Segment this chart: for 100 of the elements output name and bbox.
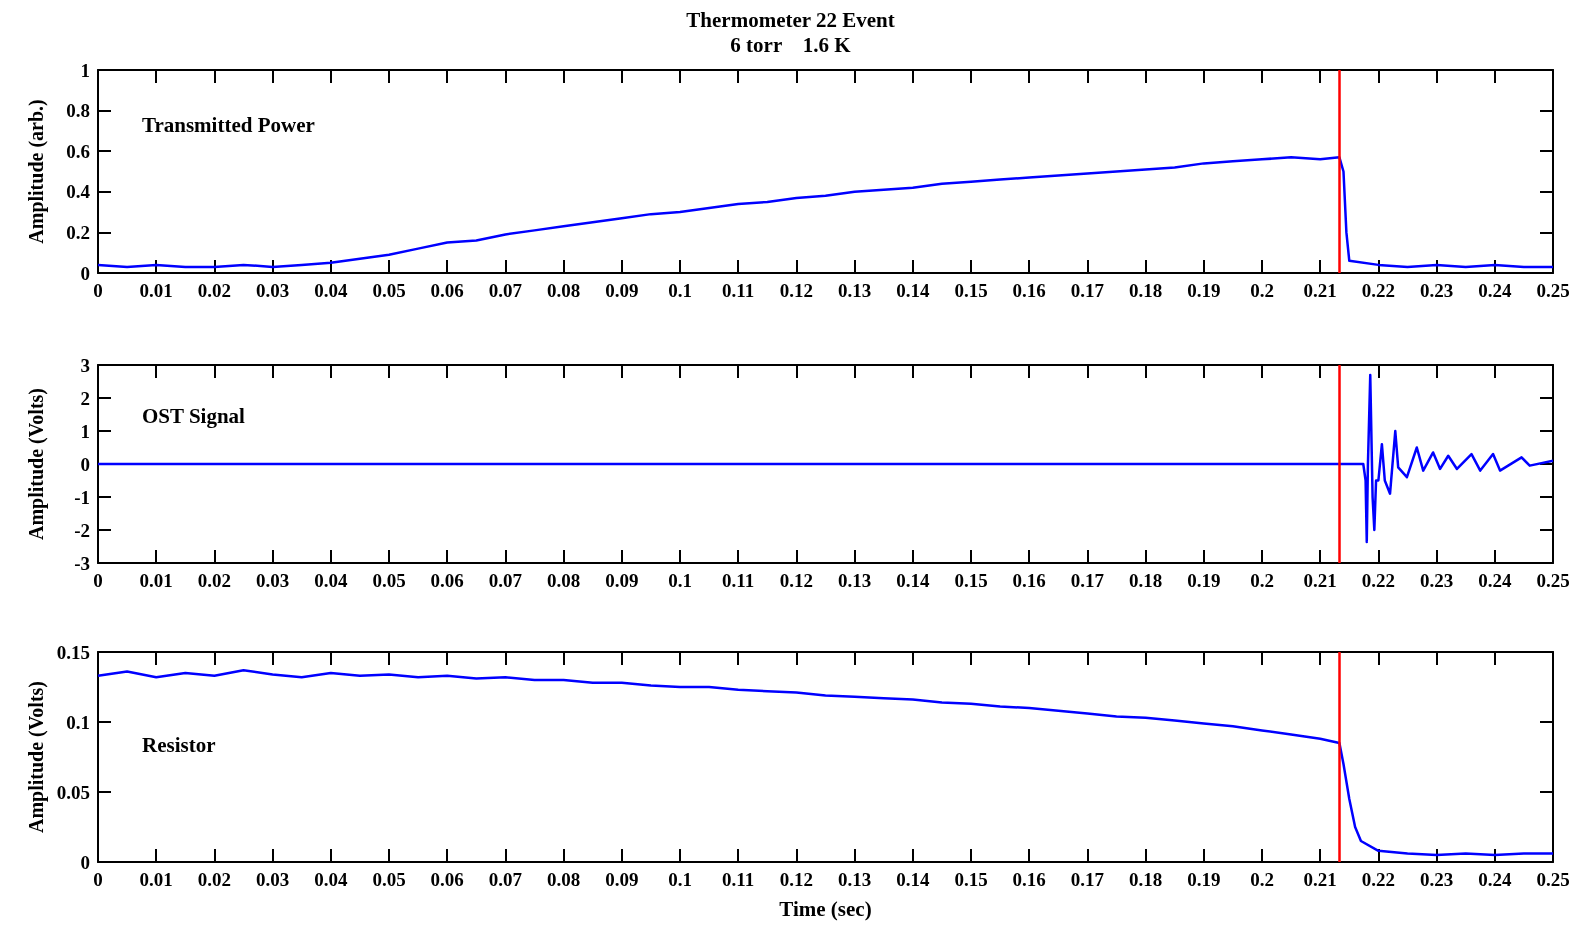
x-tick-label: 0.07 xyxy=(488,280,523,301)
x-tick-label: 0.01 xyxy=(139,280,173,301)
x-tick-label: 0.14 xyxy=(896,280,930,301)
line-series xyxy=(96,668,1555,857)
x-tick-label: 0.17 xyxy=(1070,570,1105,591)
x-tick-label: 0 xyxy=(93,280,103,301)
y-tick-label: 0.6 xyxy=(66,140,90,162)
y-tick-label: 1 xyxy=(80,420,90,442)
y-tick-label: 0 xyxy=(80,453,90,475)
x-tick-label: 0.12 xyxy=(779,570,814,591)
x-tick-label: 0.21 xyxy=(1303,570,1337,591)
x-tick-label: 0.22 xyxy=(1361,280,1396,301)
x-tick-label: 0.05 xyxy=(372,280,406,301)
x-tick-label: 0.05 xyxy=(372,869,406,890)
x-tick-label: 0.15 xyxy=(954,280,988,301)
x-tick-label: 0.02 xyxy=(197,280,232,301)
x-tick-label: 0.2 xyxy=(1250,280,1274,301)
x-tick-label: 0.07 xyxy=(488,869,523,890)
x-tick-label: 0.06 xyxy=(430,280,464,301)
x-tick-label: 0.12 xyxy=(779,869,814,890)
x-tick-label: 0 xyxy=(93,570,103,591)
y-tick-label: 0 xyxy=(80,851,90,873)
y-tick-label: 0.05 xyxy=(56,781,90,803)
y-tick-label: 0.2 xyxy=(66,221,90,243)
x-tick-label: 0.11 xyxy=(722,869,755,890)
x-tick-label: 0.04 xyxy=(314,869,348,890)
y-axis-title: Amplitude (Volts) xyxy=(25,387,48,541)
x-tick-label: 0.16 xyxy=(1012,570,1046,591)
x-axis-title: Time (sec) xyxy=(779,896,872,921)
x-tick-label: 0.23 xyxy=(1419,869,1454,890)
annotation: Resistor xyxy=(142,733,216,757)
x-tick-label: 0.1 xyxy=(668,280,692,301)
y-tick-label: 0.15 xyxy=(56,641,90,663)
x-tick-label: 0.23 xyxy=(1419,280,1454,301)
x-tick-label: 0.12 xyxy=(779,280,814,301)
x-tick-label: 0.21 xyxy=(1303,869,1337,890)
x-tick-label: 0.17 xyxy=(1070,280,1105,301)
x-tick-label: 0.17 xyxy=(1070,869,1105,890)
x-tick-label: 0.06 xyxy=(430,570,464,591)
x-tick-label: 0.08 xyxy=(546,280,581,301)
y-axis-title: Amplitude (Volts) xyxy=(24,680,48,834)
x-tick-label: 0.2 xyxy=(1250,570,1274,591)
x-tick-label: 0.24 xyxy=(1478,869,1512,890)
x-tick-label: 0.23 xyxy=(1419,570,1454,591)
x-tick-label: 0.24 xyxy=(1478,280,1512,301)
x-tick-label: 0.16 xyxy=(1012,280,1046,301)
x-tick-label: 0.04 xyxy=(314,280,348,301)
x-tick-label: 0.18 xyxy=(1128,280,1163,301)
x-tick-label: 0.15 xyxy=(954,869,988,890)
x-tick-label: 0.19 xyxy=(1187,570,1221,591)
x-tick-label: 0.14 xyxy=(896,570,930,591)
x-tick-label: 0.22 xyxy=(1361,570,1396,591)
x-tick-label: 0.22 xyxy=(1361,869,1396,890)
y-tick-label: -3 xyxy=(74,552,90,574)
x-tick-label: 0.08 xyxy=(546,869,581,890)
y-tick-label: 0.4 xyxy=(66,181,91,203)
x-tick-label: 0.04 xyxy=(314,570,348,591)
x-tick-label: 0.06 xyxy=(430,869,464,890)
x-tick-label: 0.13 xyxy=(837,869,872,890)
x-tick-label: 0.15 xyxy=(954,570,988,591)
y-tick-label: 3 xyxy=(80,354,90,376)
x-tick-label: 0.13 xyxy=(837,570,872,591)
y-tick-label: 1 xyxy=(80,59,90,81)
x-tick-label: 0.03 xyxy=(255,570,290,591)
x-tick-label: 0.1 xyxy=(668,570,692,591)
x-tick-label: 0.18 xyxy=(1128,570,1163,591)
x-tick-label: 0.25 xyxy=(1536,869,1570,890)
y-tick-label: 0 xyxy=(80,262,90,284)
x-tick-label: 0.16 xyxy=(1012,869,1046,890)
x-tick-label: 0.19 xyxy=(1187,869,1221,890)
x-tick-label: 0.02 xyxy=(197,869,232,890)
annotation: Transmitted Power xyxy=(142,113,315,138)
y-tick-label: 2 xyxy=(80,387,90,409)
x-tick-label: 0.11 xyxy=(722,280,755,301)
x-tick-label: 0.18 xyxy=(1128,869,1163,890)
x-tick-label: 0.21 xyxy=(1303,280,1337,301)
x-tick-label: 0 xyxy=(93,869,103,890)
chart-title: Thermometer 22 Event xyxy=(686,7,895,32)
y-tick-label: -2 xyxy=(74,519,90,541)
x-tick-label: 0.03 xyxy=(255,869,290,890)
x-tick-label: 0.25 xyxy=(1536,570,1570,591)
x-tick-label: 0.24 xyxy=(1478,570,1512,591)
chart-subtitle: 6 torr 1.6 K xyxy=(730,32,852,57)
x-tick-label: 0.14 xyxy=(896,869,930,890)
y-tick-label: -1 xyxy=(74,486,90,508)
y-tick-label: 0.1 xyxy=(66,711,90,733)
x-tick-label: 0.09 xyxy=(605,869,639,890)
x-tick-label: 0.03 xyxy=(255,280,290,301)
x-tick-label: 0.05 xyxy=(372,570,406,591)
line-series xyxy=(96,373,1555,544)
x-tick-label: 0.13 xyxy=(837,280,872,301)
y-tick-label: 0.8 xyxy=(66,100,90,122)
x-tick-label: 0.02 xyxy=(197,570,232,591)
line-series xyxy=(96,156,1555,269)
x-tick-label: 0.09 xyxy=(605,280,639,301)
x-tick-label: 0.01 xyxy=(139,570,173,591)
x-tick-label: 0.09 xyxy=(605,570,639,591)
y-axis-title: Amplitude (arb.) xyxy=(25,99,48,244)
x-tick-label: 0.25 xyxy=(1536,280,1570,301)
x-tick-label: 0.07 xyxy=(488,570,523,591)
